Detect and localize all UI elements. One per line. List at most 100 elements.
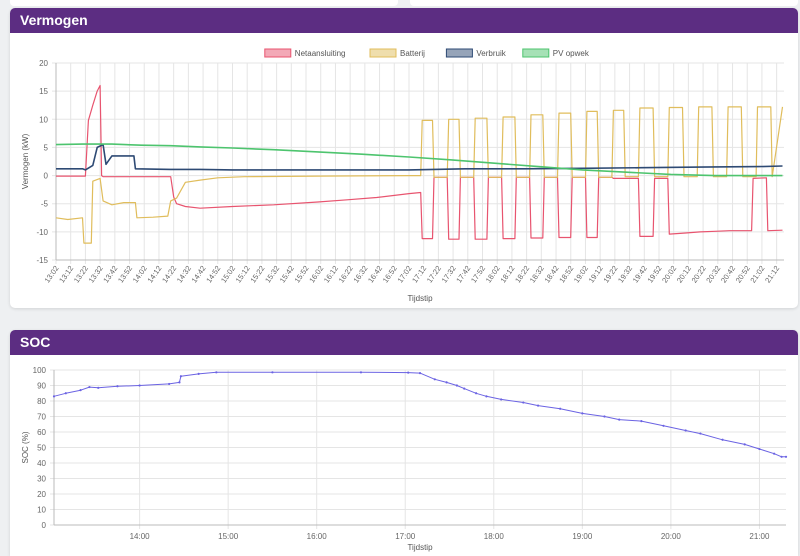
y-tick-label: 80 — [37, 397, 46, 406]
x-tick-label: 20:12 — [675, 264, 693, 285]
legend-label: Verbruik — [476, 49, 506, 58]
series-line-soc — [53, 371, 786, 458]
x-tick-label: 16:12 — [322, 264, 340, 285]
x-tick-label: 14:32 — [175, 264, 193, 285]
legend-label: Netaansluiting — [295, 49, 346, 58]
x-tick-label: 18:22 — [513, 264, 531, 285]
x-tick-label: 14:02 — [131, 264, 149, 285]
y-tick-label: -10 — [36, 228, 48, 237]
data-point — [559, 407, 562, 410]
data-point — [215, 371, 218, 374]
data-point — [581, 412, 584, 415]
x-tick-label: 17:12 — [410, 264, 428, 285]
data-point — [52, 395, 56, 398]
x-tick-label: 15:12 — [234, 264, 252, 285]
x-tick-label: 16:00 — [307, 532, 328, 541]
y-tick-label: 0 — [44, 172, 49, 181]
x-tick-label: 14:22 — [160, 264, 178, 285]
data-point — [418, 372, 422, 375]
x-tick-label: 13:32 — [87, 264, 105, 285]
data-point — [618, 418, 621, 421]
x-tick-label: 16:02 — [307, 264, 325, 285]
legend-label: Batterij — [400, 49, 425, 58]
legend-label: PV opwek — [553, 49, 590, 58]
page-background-top — [0, 0, 800, 8]
x-tick-label: 20:52 — [734, 264, 752, 285]
x-tick-label: 14:12 — [145, 264, 163, 285]
y-tick-label: 15 — [39, 87, 48, 96]
y-tick-label: 5 — [44, 143, 49, 152]
x-axis-label: Tijdstip — [407, 543, 433, 552]
data-point — [433, 378, 436, 381]
x-tick-label: 20:42 — [719, 264, 737, 285]
x-tick-label: 19:52 — [645, 264, 663, 285]
data-point — [79, 389, 82, 392]
legend-swatch — [522, 48, 550, 58]
y-axis-label: Vermogen (kW) — [21, 133, 30, 189]
x-tick-label: 14:42 — [190, 264, 208, 285]
x-tick-label: 15:02 — [219, 264, 237, 285]
data-point — [758, 447, 761, 451]
y-tick-label: 30 — [37, 475, 46, 484]
x-tick-label: 13:22 — [72, 264, 90, 285]
data-point — [684, 429, 687, 432]
x-tick-label: 13:12 — [57, 264, 75, 285]
x-tick-label: 17:22 — [425, 264, 443, 285]
x-tick-label: 14:52 — [204, 264, 222, 285]
x-tick-label: 17:00 — [395, 532, 416, 541]
y-tick-label: 20 — [37, 490, 46, 499]
x-tick-label: 18:32 — [528, 264, 546, 285]
x-tick-label: 20:22 — [690, 264, 708, 285]
x-tick-label: 19:42 — [631, 264, 649, 285]
data-point — [485, 395, 488, 398]
series-line-verbruik — [56, 143, 783, 171]
data-point — [178, 381, 181, 384]
data-point — [780, 455, 783, 458]
x-tick-label: 16:52 — [381, 264, 399, 285]
data-point — [784, 455, 788, 458]
y-tick-label: 70 — [37, 413, 46, 422]
data-point — [116, 385, 119, 388]
data-point — [603, 415, 606, 418]
x-tick-label: 19:02 — [572, 264, 590, 285]
series-line-pv-opwek — [55, 143, 783, 177]
x-tick-label: 19:00 — [572, 532, 593, 541]
data-point — [64, 392, 67, 395]
card-edge-right — [410, 0, 798, 6]
soc-title: SOC — [10, 330, 798, 355]
x-tick-label: 20:02 — [660, 264, 678, 285]
data-point — [455, 384, 458, 387]
data-point — [97, 386, 100, 389]
x-tick-label: 16:32 — [351, 264, 369, 285]
data-point — [179, 375, 183, 378]
data-point — [138, 384, 141, 387]
x-tick-label: 13:02 — [42, 264, 60, 285]
x-tick-label: 18:02 — [484, 264, 502, 285]
x-tick-label: 20:00 — [661, 532, 682, 541]
data-point — [522, 401, 525, 404]
x-tick-label: 17:02 — [395, 264, 413, 285]
x-tick-label: 13:42 — [101, 264, 119, 285]
data-point — [197, 372, 200, 375]
data-point — [662, 424, 665, 427]
y-tick-label: 10 — [37, 506, 46, 515]
legend-swatch — [445, 48, 473, 58]
x-tick-label: 17:52 — [469, 264, 487, 285]
x-tick-label: 20:32 — [704, 264, 722, 285]
x-tick-label: 18:00 — [484, 532, 505, 541]
legend-swatch — [264, 48, 292, 58]
y-tick-label: 40 — [37, 459, 46, 468]
vermogen-title: Vermogen — [10, 8, 798, 33]
x-tick-label: 14:00 — [130, 532, 151, 541]
y-tick-label: 100 — [33, 366, 47, 375]
data-point — [699, 432, 702, 435]
data-point — [168, 382, 171, 386]
data-point — [474, 392, 478, 395]
x-tick-label: 16:42 — [366, 264, 384, 285]
y-tick-label: 50 — [37, 444, 46, 453]
x-tick-label: 15:52 — [293, 264, 311, 285]
x-tick-label: 15:22 — [248, 264, 266, 285]
x-tick-label: 19:32 — [616, 264, 634, 285]
y-tick-label: 10 — [39, 115, 48, 124]
x-tick-label: 19:22 — [601, 264, 619, 285]
